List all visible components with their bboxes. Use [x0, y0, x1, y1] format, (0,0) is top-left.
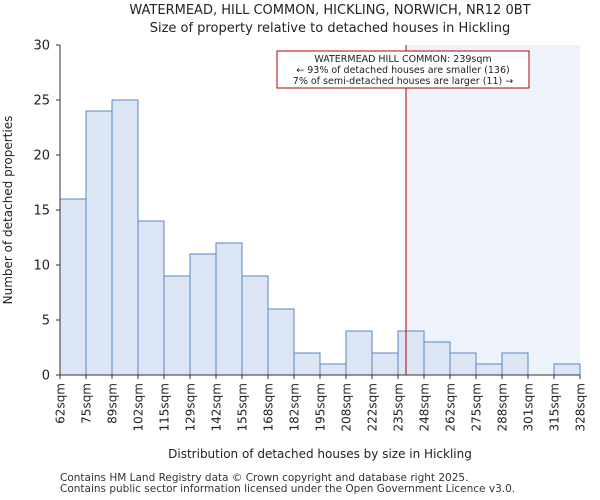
y-tick-label: 10 [33, 259, 50, 274]
x-tick-label-89sqm: 89sqm [106, 383, 120, 424]
bar-89sqm [111, 99, 139, 376]
x-tick-label-195sqm: 195sqm [314, 383, 328, 431]
annotation-box [276, 50, 530, 89]
x-tick-label-235sqm: 235sqm [392, 383, 406, 431]
annotation-line-1: WATERMEAD HILL COMMON: 239sqm [314, 54, 491, 65]
y-axis-ticks: 0 5 10 15 20 25 30 [33, 39, 60, 384]
bar-129sqm [189, 253, 217, 376]
bar-115sqm [163, 275, 191, 376]
footer-licence: Contains public sector information licen… [60, 483, 516, 495]
bar-75sqm [85, 110, 113, 376]
bar-142sqm [215, 242, 243, 376]
x-tick-label-328sqm: 328sqm [574, 383, 588, 431]
x-tick-label-129sqm: 129sqm [184, 383, 198, 431]
y-tick-label: 25 [33, 94, 50, 109]
x-tick-label-275sqm: 275sqm [470, 383, 484, 431]
bar-155sqm [241, 275, 269, 376]
x-tick-label-315sqm: 315sqm [548, 383, 562, 431]
footer-copyright: Contains HM Land Registry data © Crown c… [60, 472, 469, 484]
y-tick-label: 15 [33, 204, 50, 219]
bar-168sqm [267, 308, 295, 376]
x-tick-label-262sqm: 262sqm [444, 383, 458, 431]
x-tick-label-168sqm: 168sqm [262, 383, 276, 431]
x-tick-label-182sqm: 182sqm [288, 383, 302, 431]
x-tick-label-115sqm: 115sqm [158, 383, 172, 431]
x-tick-label-75sqm: 75sqm [80, 383, 94, 424]
y-tick-label: 0 [42, 369, 50, 384]
bar-182sqm [293, 352, 321, 376]
annotation-line-2: ← 93% of detached houses are smaller (13… [296, 65, 509, 76]
bar-288sqm [501, 352, 529, 376]
bar-275sqm [475, 363, 503, 376]
chart-title: WATERMEAD, HILL COMMON, HICKLING, NORWIC… [129, 3, 530, 18]
x-tick-label-62sqm: 62sqm [54, 383, 68, 424]
x-tick-label-208sqm: 208sqm [340, 383, 354, 431]
x-tick-label-288sqm: 288sqm [496, 383, 510, 431]
bar-62sqm [59, 198, 87, 376]
x-tick-label-248sqm: 248sqm [418, 383, 432, 431]
highlight-region [406, 45, 580, 375]
x-axis-ticks: 62sqm 75sqm 89sqm 102sqm 115sqm 129sqm 142sqm 1… [54, 375, 588, 431]
bar-102sqm [137, 220, 165, 376]
bar-208sqm [345, 330, 373, 376]
x-tick-label-155sqm: 155sqm [236, 383, 250, 431]
marker-annotation: WATERMEAD HILL COMMON: 239sqm ← 93% of d… [276, 50, 530, 89]
chart-subtitle: Size of property relative to detached ho… [150, 21, 511, 36]
y-axis-label: Number of detached properties [1, 116, 15, 305]
x-tick-label-102sqm: 102sqm [132, 383, 146, 431]
x-axis-label: Distribution of detached houses by size … [168, 447, 472, 461]
bar-315sqm [553, 363, 581, 376]
y-tick-label: 5 [42, 314, 50, 329]
annotation-line-3: 7% of semi-detached houses are larger (1… [293, 76, 513, 87]
bar-248sqm [423, 341, 451, 376]
x-tick-label-142sqm: 142sqm [210, 383, 224, 431]
bar-222sqm [371, 352, 399, 376]
bars-group [59, 99, 581, 376]
y-tick-label: 20 [33, 149, 50, 164]
bar-235sqm [397, 330, 425, 376]
x-tick-label-222sqm: 222sqm [366, 383, 380, 431]
y-tick-label: 30 [33, 39, 50, 54]
bar-195sqm [319, 363, 347, 376]
bar-262sqm [449, 352, 477, 376]
x-tick-label-301sqm: 301sqm [522, 383, 536, 431]
